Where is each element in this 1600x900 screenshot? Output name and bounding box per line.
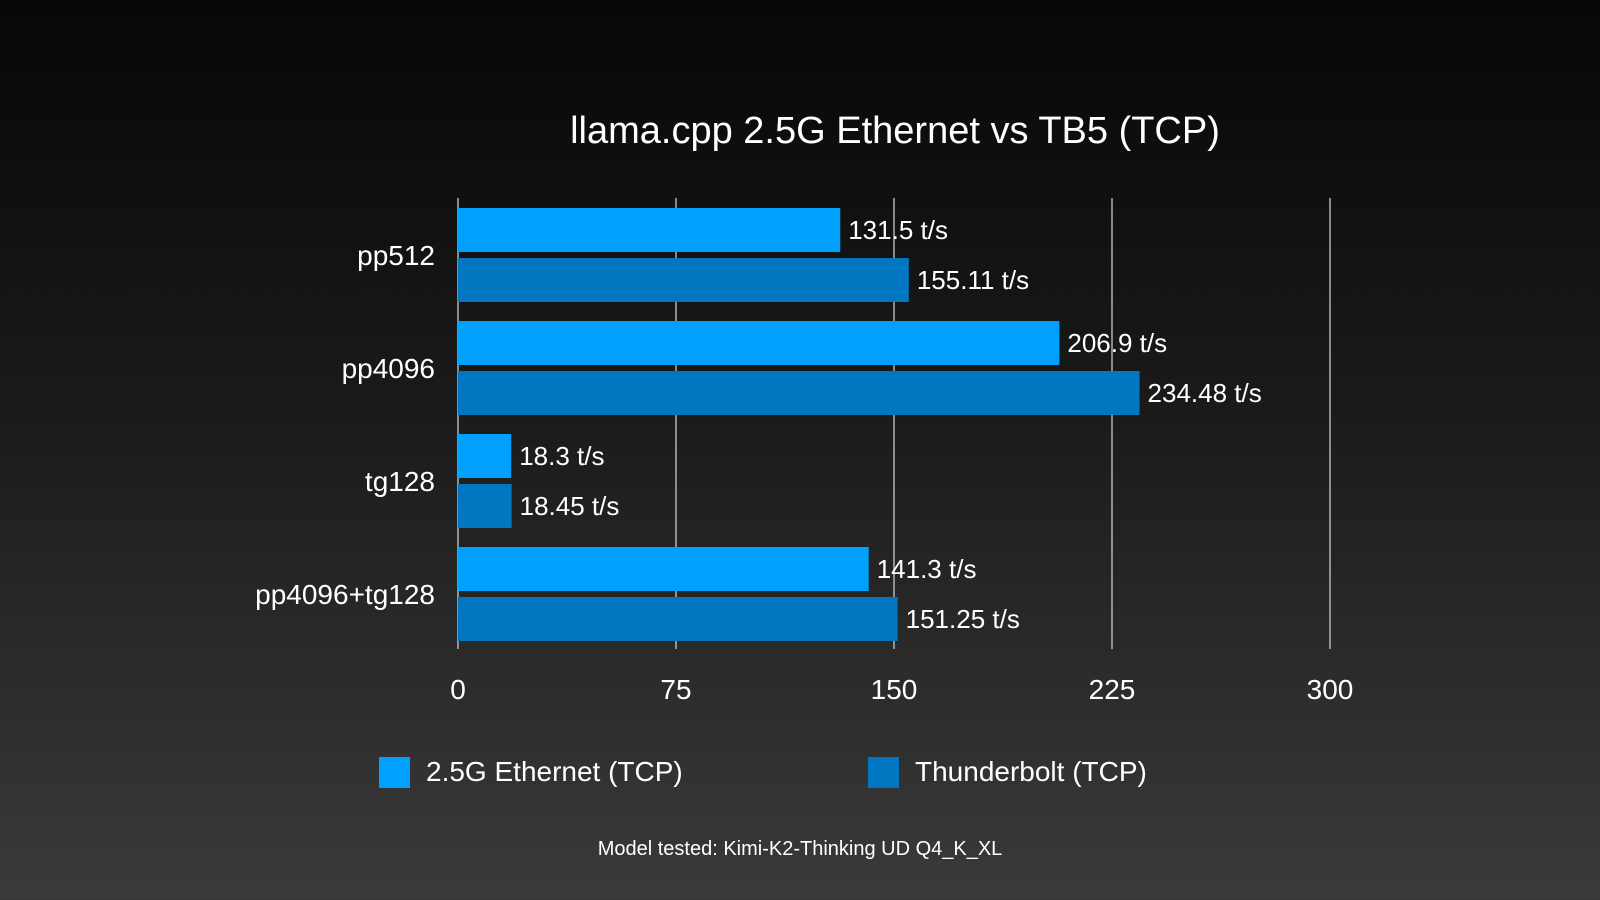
bar-thunderbolt <box>458 371 1140 415</box>
chart-title: llama.cpp 2.5G Ethernet vs TB5 (TCP) <box>570 110 1220 152</box>
bar-thunderbolt <box>458 258 909 302</box>
data-label: 206.9 t/s <box>1067 328 1167 358</box>
category-label: tg128 <box>365 466 435 497</box>
bar-ethernet <box>458 434 512 478</box>
data-label: 18.45 t/s <box>520 491 620 521</box>
bar-ethernet <box>458 547 869 591</box>
legend-label-ethernet: 2.5G Ethernet (TCP) <box>426 756 683 787</box>
legend-item-thunderbolt: Thunderbolt (TCP) <box>868 756 1147 788</box>
category-label: pp512 <box>357 240 435 271</box>
bar-thunderbolt <box>458 597 898 641</box>
x-tick-label: 225 <box>1089 674 1136 705</box>
category-label: pp4096 <box>342 353 435 384</box>
x-tick-label: 0 <box>450 674 466 705</box>
legend-swatch-thunderbolt <box>868 756 899 788</box>
footnote: Model tested: Kimi-K2-Thinking UD Q4_K_X… <box>597 838 1003 860</box>
legend-label-thunderbolt: Thunderbolt (TCP) <box>915 756 1147 787</box>
category-label: pp4096+tg128 <box>255 579 435 610</box>
bar-ethernet <box>458 321 1060 365</box>
bar-ethernet <box>458 208 841 252</box>
legend-item-ethernet: 2.5G Ethernet (TCP) <box>379 756 683 788</box>
data-label: 18.3 t/s <box>519 441 604 471</box>
data-label: 141.3 t/s <box>877 554 977 584</box>
bar-thunderbolt <box>458 484 512 528</box>
x-tick-label: 150 <box>871 674 918 705</box>
x-tick-label: 75 <box>660 674 691 705</box>
x-tick-label: 300 <box>1307 674 1354 705</box>
data-label: 131.5 t/s <box>848 215 948 245</box>
data-label: 151.25 t/s <box>906 604 1020 634</box>
legend-swatch-ethernet <box>379 756 410 788</box>
data-label: 155.11 t/s <box>917 265 1029 295</box>
data-label: 234.48 t/s <box>1148 378 1262 408</box>
